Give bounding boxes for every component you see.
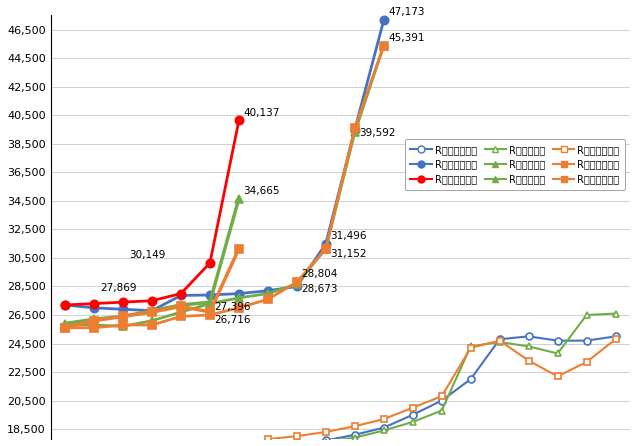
- Text: 31,152: 31,152: [330, 248, 367, 259]
- Text: 26,716: 26,716: [214, 315, 251, 325]
- Text: 47,173: 47,173: [388, 7, 425, 17]
- Legend: R４秋田こまち, R５秋田こまち, R６秋田こまち, R４関東コシ, R５関東コシ, R６関東コシ, R４関東銀柄米, R５関東銀柄米, R６関東銀柄米: R４秋田こまち, R５秋田こまち, R６秋田こまち, R４関東コシ, R５関東コ…: [404, 139, 625, 190]
- Text: 39,592: 39,592: [359, 128, 396, 138]
- Text: 28,673: 28,673: [301, 284, 338, 294]
- Text: 40,137: 40,137: [243, 107, 280, 118]
- Text: 31,496: 31,496: [330, 231, 367, 241]
- Text: 27,396: 27,396: [214, 302, 251, 312]
- Text: 27,869: 27,869: [100, 283, 136, 293]
- Text: 28,804: 28,804: [301, 269, 338, 279]
- Text: 30,149: 30,149: [129, 250, 165, 260]
- Text: 45,391: 45,391: [388, 33, 425, 43]
- Text: 34,665: 34,665: [243, 186, 280, 196]
